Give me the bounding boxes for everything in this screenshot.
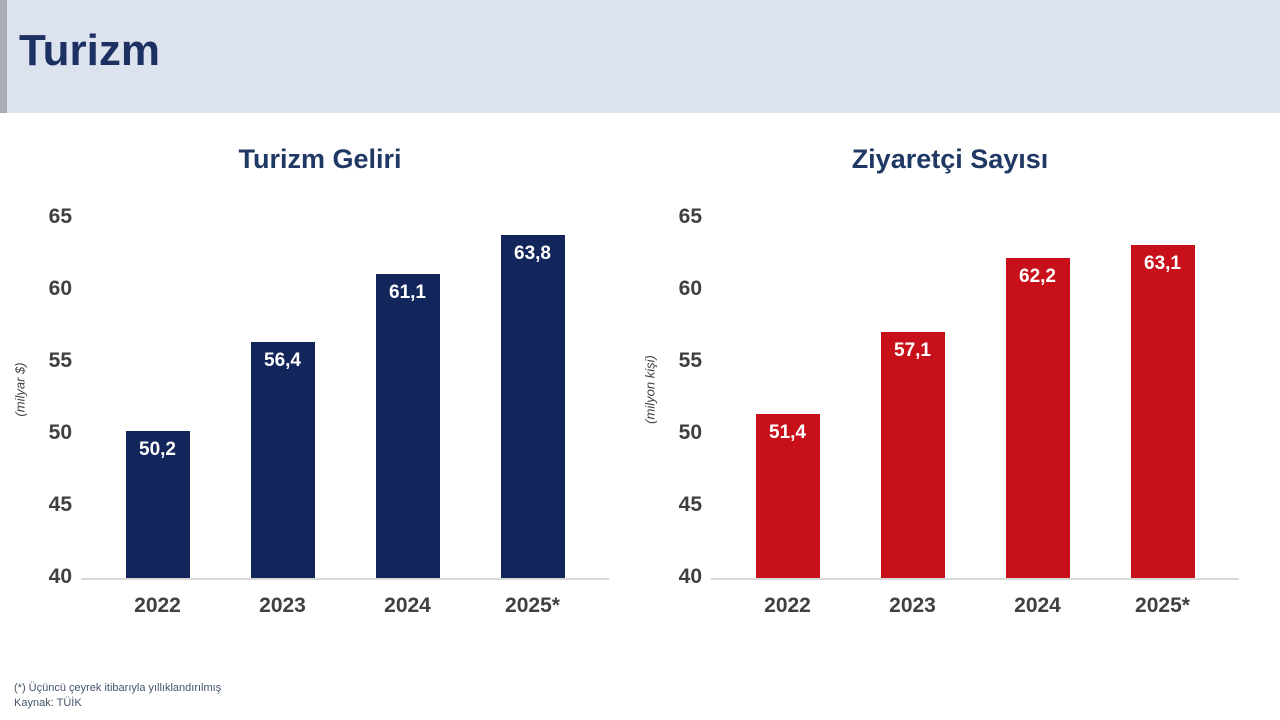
bar-value-label: 61,1	[389, 282, 426, 304]
footnote-text: (*) Üçüncü çeyrek itibarıyla yıllıklandı…	[14, 682, 222, 694]
bar-value-label: 56,4	[264, 349, 301, 371]
bar-value-label: 63,8	[514, 243, 551, 265]
y-ticks: 40 45 50 55 60 65	[640, 130, 702, 600]
y-tick-label: 40	[48, 565, 72, 588]
visitors-chart: Ziyaretçi Sayısı (milyon kişi) 40 45 50 55 6…	[640, 130, 1260, 660]
header-band: Turizm	[0, 0, 1280, 113]
bar-value-label: 50,2	[139, 439, 176, 461]
x-axis-category-label: 2023	[259, 594, 306, 617]
x-axis-category-label: 2022	[764, 594, 811, 617]
y-tick-label: 50	[48, 421, 72, 444]
bar: 50,2	[125, 431, 190, 578]
bar-value-label: 62,2	[1019, 266, 1056, 288]
y-tick-label: 60	[48, 277, 72, 300]
bar: 63,8	[500, 235, 565, 578]
y-tick-label: 55	[678, 349, 702, 372]
bar-value-label: 57,1	[894, 339, 931, 361]
bar: 63,1	[1130, 245, 1195, 578]
x-axis-category-label: 2025*	[1135, 594, 1190, 617]
y-ticks: 40 45 50 55 60 65	[10, 130, 72, 600]
source-text: Kaynak: TÜİK	[14, 697, 82, 709]
x-axis-category-label: 2024	[1014, 594, 1061, 617]
x-axis-line	[81, 578, 609, 580]
y-tick-label: 50	[678, 421, 702, 444]
y-tick-label: 65	[678, 205, 702, 228]
bar: 56,4	[250, 341, 315, 578]
y-tick-label: 60	[678, 277, 702, 300]
footnote-block: (*) Üçüncü çeyrek itibarıyla yıllıklandı…	[14, 681, 221, 711]
y-tick-label: 55	[48, 349, 72, 372]
bar: 51,4	[755, 413, 820, 578]
page-title: Turizm	[19, 26, 160, 75]
chart-title: Turizm Geliri	[238, 144, 402, 174]
x-axis-category-label: 2024	[384, 594, 431, 617]
y-tick-label: 45	[678, 493, 702, 516]
y-tick-label: 45	[48, 493, 72, 516]
plot-area: 50,2 2022 56,4 2023 61,1 2024 63,8 2025*	[81, 218, 609, 617]
x-axis-category-label: 2023	[889, 594, 936, 617]
x-axis-category-label: 2022	[134, 594, 181, 617]
x-axis-category-label: 2025*	[505, 594, 560, 617]
y-tick-label: 65	[48, 205, 72, 228]
revenue-chart: Turizm Geliri (milyar $) 40 45 50 55 60 65 50…	[10, 130, 630, 660]
y-tick-label: 40	[678, 565, 702, 588]
bar-value-label: 51,4	[769, 421, 806, 443]
x-axis-line	[711, 578, 1239, 580]
chart-title: Ziyaretçi Sayısı	[851, 144, 1049, 174]
bar: 62,2	[1005, 258, 1070, 578]
bar: 61,1	[375, 274, 440, 578]
bar: 57,1	[880, 331, 945, 578]
bar-value-label: 63,1	[1144, 253, 1181, 275]
plot-area: 51,4 2022 57,1 2023 62,2 2024 63,1 2025*	[711, 218, 1239, 617]
